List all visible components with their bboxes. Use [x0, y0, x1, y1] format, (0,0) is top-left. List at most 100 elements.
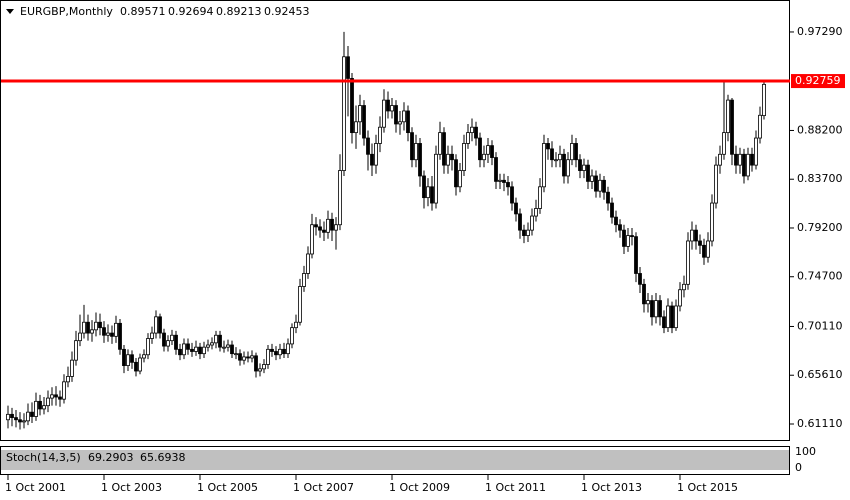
candle-body: [374, 143, 378, 166]
candle-body: [542, 143, 546, 188]
candle-body: [522, 229, 526, 236]
y-tick-label: 0.65610: [797, 368, 843, 381]
candle-body: [642, 283, 646, 305]
candle-body: [150, 332, 154, 339]
candle-body: [726, 99, 730, 134]
candle-body: [54, 394, 58, 398]
candle-body: [102, 327, 106, 336]
candle-body: [742, 153, 746, 177]
candle-body: [126, 354, 130, 366]
y-tick-label: 0.79200: [797, 221, 843, 234]
candle-body: [718, 153, 722, 166]
indicator-signal: 65.6938: [140, 451, 186, 464]
candle-body: [290, 327, 294, 345]
candle-body: [270, 348, 274, 352]
y-tick-label: 0.74700: [797, 270, 843, 283]
candle-body: [66, 376, 70, 383]
candle-body: [162, 332, 166, 347]
y-tick-label: 0.70110: [797, 319, 843, 332]
candle-body: [450, 153, 454, 161]
candle-body: [58, 396, 62, 400]
price-label-box: [791, 74, 845, 89]
candle-body: [454, 159, 458, 188]
candle-body: [514, 202, 518, 215]
candle-body: [402, 110, 406, 123]
candle-body: [302, 273, 306, 287]
candle-body: [18, 419, 22, 423]
candle-body: [278, 348, 282, 356]
candle-body: [62, 381, 66, 400]
header-high: 0.92694: [168, 5, 214, 18]
candle-body: [286, 343, 290, 355]
candle-body: [310, 224, 314, 255]
candle-body: [146, 338, 150, 356]
indicator-frame: [0, 446, 790, 475]
candle-body: [298, 286, 302, 323]
candle-body: [482, 153, 486, 161]
candle-body: [226, 344, 230, 348]
candle-body: [14, 417, 18, 421]
candle-body: [322, 229, 326, 233]
candle-body: [738, 153, 742, 166]
candle-body: [90, 329, 94, 334]
candle-body: [686, 240, 690, 285]
candle-body: [210, 342, 214, 346]
candle-body: [218, 334, 222, 348]
candle-body: [510, 186, 514, 204]
candle-body: [446, 153, 450, 166]
candle-body: [566, 159, 570, 177]
candle-body: [22, 420, 26, 423]
candle-body: [678, 289, 682, 307]
candle-body: [606, 191, 610, 204]
candle-body: [330, 218, 334, 231]
candle-body: [142, 354, 146, 359]
candle-body: [326, 218, 330, 233]
candle-body: [98, 321, 102, 329]
candle-body: [538, 186, 542, 209]
indicator-band: [1, 450, 789, 470]
candle-body: [158, 316, 162, 334]
candle-body: [654, 300, 658, 318]
candle-body: [206, 344, 210, 348]
candle-body: [714, 164, 718, 204]
candle-body: [362, 105, 366, 139]
indicator-main: 69.2903: [88, 451, 134, 464]
candle-body: [586, 164, 590, 182]
candle-body: [50, 394, 54, 399]
candle-body: [338, 170, 342, 226]
candle-body: [306, 253, 310, 274]
y-tick-label: 0.97290: [797, 25, 843, 38]
y-tick-label: 0.88200: [797, 123, 843, 136]
candle-body: [250, 355, 254, 359]
candle-body: [154, 316, 158, 334]
candle-body: [86, 321, 90, 334]
candle-body: [378, 126, 382, 144]
candle-body: [634, 236, 638, 274]
price-label: 0.92759: [795, 74, 841, 87]
candle-body: [222, 346, 226, 349]
candle-body: [694, 229, 698, 242]
candle-body: [462, 143, 466, 171]
x-tick-label: 1 Oct 2007: [293, 481, 354, 494]
candle-body: [410, 132, 414, 161]
candle-body: [354, 121, 358, 134]
candle-body: [94, 321, 98, 331]
candle-body: [346, 56, 350, 79]
candle-body: [470, 126, 474, 134]
candle-body: [30, 411, 34, 417]
candle-body: [418, 143, 422, 177]
candle-body: [114, 322, 118, 337]
candle-body: [650, 300, 654, 318]
candle-body: [274, 351, 278, 356]
candle-body: [610, 202, 614, 218]
x-tick-label: 1 Oct 2015: [677, 481, 738, 494]
candle-body: [662, 316, 666, 329]
candle-body: [194, 346, 198, 352]
candle-body: [134, 361, 138, 372]
candle-body: [246, 356, 250, 359]
x-tick-label: 1 Oct 2005: [197, 481, 258, 494]
candle-body: [26, 411, 30, 422]
candle-body: [618, 224, 622, 231]
candle-body: [46, 397, 50, 407]
candle-body: [638, 273, 642, 285]
